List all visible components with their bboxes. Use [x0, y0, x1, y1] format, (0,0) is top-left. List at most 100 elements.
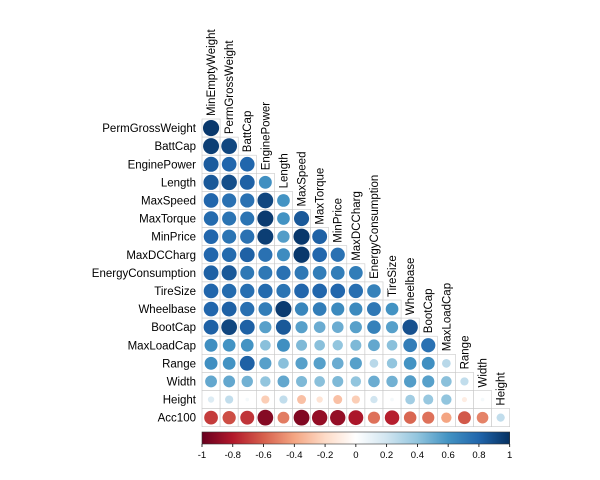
colorbar-gradient	[201, 431, 511, 445]
corr-circle	[203, 174, 219, 190]
corr-circle	[384, 410, 400, 425]
corr-circle	[423, 394, 434, 405]
corr-circle	[367, 320, 381, 334]
corr-circle	[442, 359, 451, 368]
corr-circle	[225, 395, 234, 404]
corr-circle	[203, 265, 219, 281]
corr-circle	[312, 229, 328, 245]
column-label: BootCap	[423, 288, 435, 333]
corr-circle	[203, 247, 219, 263]
colorbar-tick-label: -1	[198, 450, 206, 461]
corr-circle	[294, 302, 309, 316]
corr-circle	[386, 375, 398, 388]
column-label: MaxDCCharg	[351, 191, 363, 261]
corr-circle	[222, 411, 236, 425]
colorbar-tick-label: -0.4	[286, 450, 302, 461]
corr-circle	[275, 301, 292, 318]
corr-circle	[260, 339, 271, 351]
corr-circle	[349, 321, 362, 334]
corr-circle	[295, 357, 308, 370]
corr-circle	[257, 192, 274, 209]
column-label: MaxSpeed	[297, 152, 309, 207]
corr-circle	[313, 357, 326, 370]
column-label: Width	[478, 358, 490, 387]
corr-circle	[349, 302, 363, 316]
column-labels: MinEmptyWeight PermGrossWeight BattCap Engi…	[206, 28, 508, 405]
corr-circle	[203, 283, 219, 299]
corr-circle	[221, 265, 237, 281]
corr-circle	[294, 283, 309, 299]
corr-circle	[369, 359, 379, 368]
corr-circle	[293, 409, 310, 426]
corr-circle	[295, 321, 308, 334]
corr-circle	[331, 302, 345, 316]
corr-circle	[257, 228, 274, 245]
corr-circle	[258, 265, 273, 280]
corr-circle	[316, 396, 323, 403]
corr-circle	[385, 321, 399, 334]
corr-circle	[276, 283, 291, 299]
row-label: EnergyConsumption	[92, 268, 196, 280]
corr-circle	[259, 321, 272, 334]
corr-circle	[350, 339, 362, 351]
row-label: MaxSpeed	[141, 195, 196, 207]
corr-circle	[223, 375, 236, 388]
corr-circle	[460, 377, 469, 386]
corr-circle	[221, 301, 237, 317]
corr-circle	[367, 284, 381, 298]
corr-circle	[332, 375, 344, 387]
corr-circle	[476, 411, 489, 424]
corr-circle	[275, 319, 292, 335]
row-label: MinPrice	[151, 232, 196, 244]
colorbar-tick-label: 0.8	[472, 450, 485, 461]
row-label: Height	[163, 395, 197, 407]
column-label: PermGrossWeight	[224, 40, 236, 135]
corr-circle	[222, 211, 237, 226]
corr-circle	[204, 410, 218, 425]
row-label: Length	[161, 177, 196, 189]
corr-circle	[294, 265, 309, 280]
corr-circle	[293, 210, 310, 227]
corr-circle	[277, 212, 290, 225]
corr-circle	[351, 395, 360, 404]
corr-circle	[404, 375, 417, 388]
colorbar-tick-label: 0.2	[380, 450, 393, 461]
corr-circle	[421, 356, 435, 370]
corr-circle	[239, 174, 255, 190]
corr-circle	[203, 229, 219, 244]
corr-circle	[348, 283, 363, 299]
row-label: EnginePower	[128, 159, 197, 171]
colorbar: -1 -0.8 -0.6 -0.4 -0.2 0 0.2 0.4 0.6 0.8 1	[198, 431, 512, 461]
corr-circle	[222, 193, 237, 208]
row-label: TireSize	[154, 286, 196, 298]
corr-circle	[277, 411, 290, 424]
corr-circle	[480, 397, 485, 402]
row-label: MaxDCCharg	[126, 250, 196, 262]
row-label: PermGrossWeight	[102, 123, 197, 135]
corr-circle	[422, 411, 435, 424]
corr-circle	[348, 410, 364, 426]
corr-circle	[221, 174, 237, 191]
corr-circle	[240, 283, 255, 299]
corr-circle	[203, 301, 219, 317]
corr-circle	[239, 156, 255, 172]
corr-circle	[403, 357, 417, 370]
row-label: BootCap	[151, 322, 196, 334]
column-label: Length	[278, 153, 290, 188]
corr-circle	[385, 302, 399, 316]
colorbar-tick-label: 0.6	[442, 450, 455, 461]
corr-circle	[293, 228, 310, 245]
corr-circle	[240, 338, 254, 352]
column-label: TireSize	[387, 255, 399, 297]
corr-circle	[203, 211, 219, 226]
corr-circle	[296, 375, 308, 387]
corr-circle	[405, 394, 415, 405]
corr-circle	[421, 338, 436, 353]
corr-circle	[205, 375, 217, 388]
corr-circle	[349, 357, 362, 370]
corr-circle	[403, 338, 418, 353]
corr-circle	[259, 357, 272, 370]
colorbar-tick-label: -0.8	[225, 450, 241, 461]
corr-circle	[203, 138, 220, 155]
corr-circle	[390, 397, 394, 402]
